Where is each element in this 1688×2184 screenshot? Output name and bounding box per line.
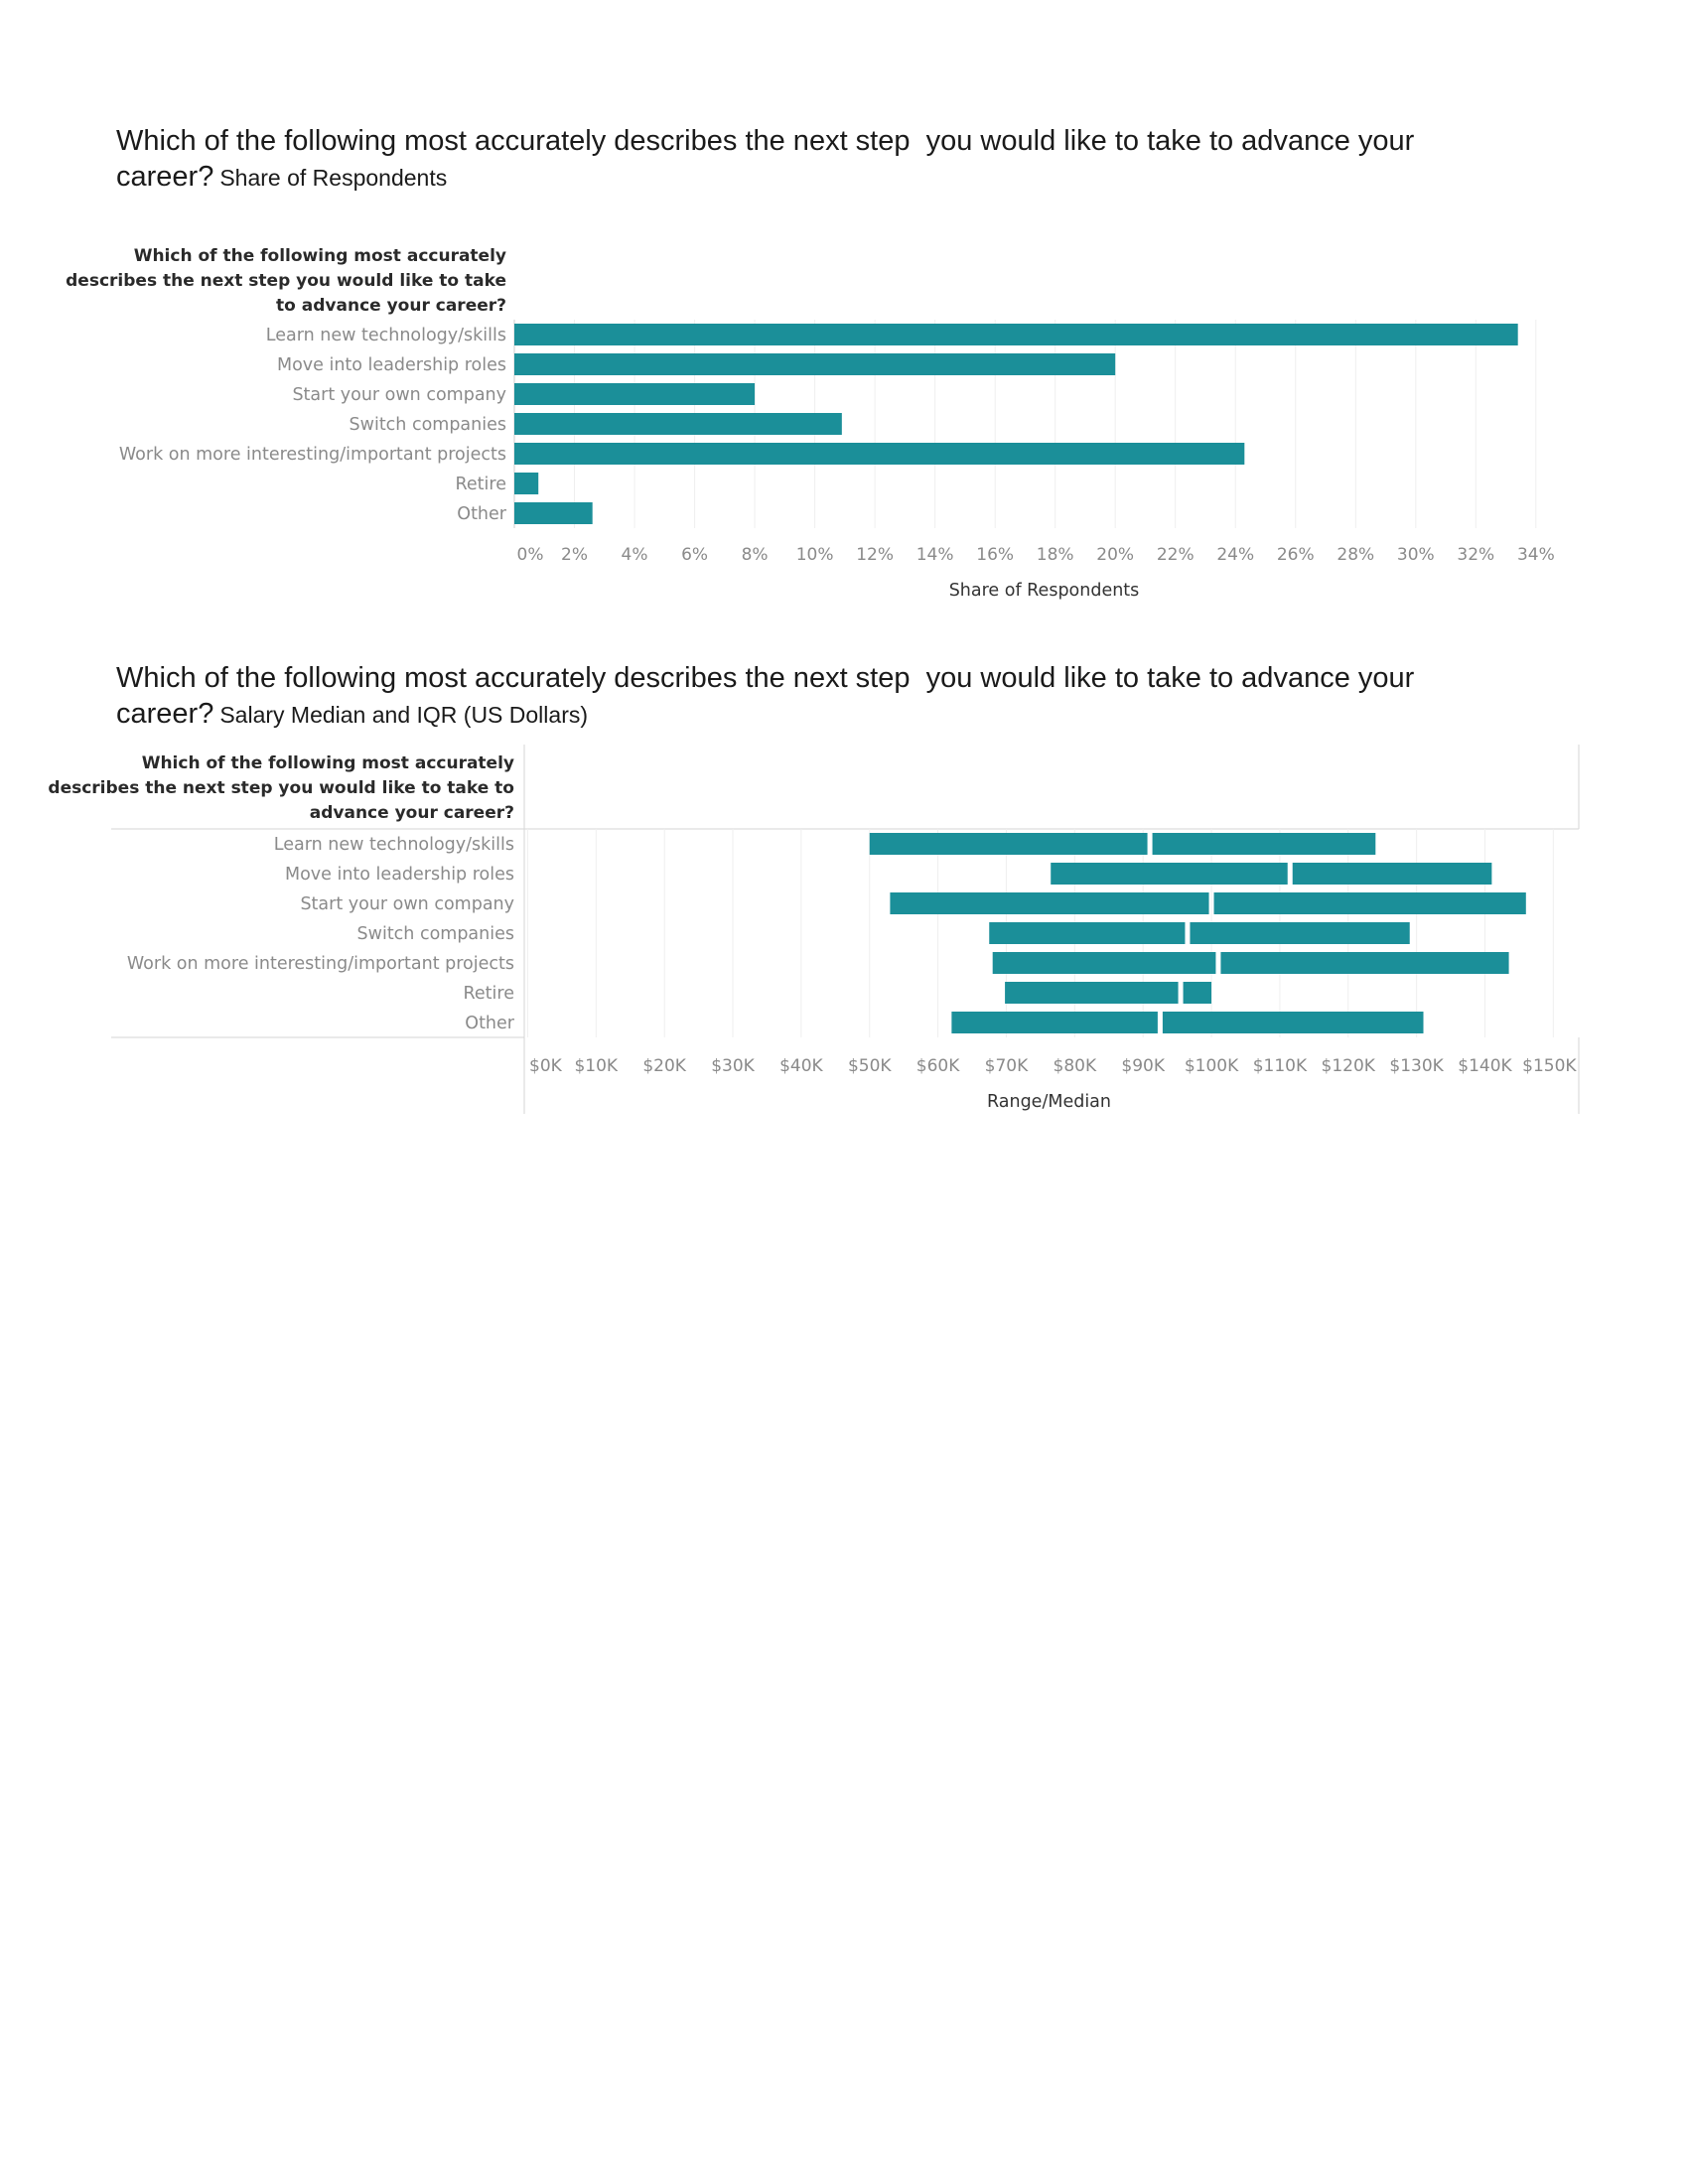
chart2-lower-iqr-bar [951,1012,1158,1033]
chart1-x-axis-title: Share of Respondents [949,581,1140,601]
chart1-tick-label: 4% [622,545,648,565]
chart1-tick-label: 34% [1517,545,1555,565]
chart2-lower-iqr-bar [989,922,1186,944]
chart1-tick-label: 20% [1096,545,1134,565]
chart2-title-block: Which of the following most accurately d… [116,660,1506,733]
chart2-upper-iqr-bar [1213,892,1526,914]
chart1-category-label: Switch companies [350,415,506,435]
chart2-tick-label: $30K [711,1056,755,1076]
chart2-tick-label: $70K [985,1056,1029,1076]
chart2-category-label: Other [465,1014,514,1033]
chart1-bar [514,353,1116,375]
chart1-title-line: Which of the following most accurately d… [116,123,1506,196]
chart1-title: Which of the following most accurately d… [116,125,1423,193]
chart2-tick-label: $40K [779,1056,823,1076]
chart1-category-label: Start your own company [292,385,506,405]
chart1-title-block: Which of the following most accurately d… [116,123,1506,196]
chart2-svg: Which of the following most accurately de… [48,745,1580,1114]
chart2-lower-iqr-bar [992,952,1216,974]
chart1-category-label: Other [457,504,506,524]
chart2-upper-iqr-bar [1152,833,1376,855]
chart1-tick-label: 2% [561,545,588,565]
chart1-tick-label: 14% [916,545,954,565]
chart1-bar [514,413,842,435]
chart1-category-label: Move into leadership roles [277,355,506,375]
chart1-tick-label: 16% [976,545,1014,565]
chart2-tick-label: $100K [1185,1056,1239,1076]
chart1-bar [514,443,1245,465]
chart1-subtitle: Share of Respondents [219,165,448,191]
chart2-tick-label: $20K [642,1056,686,1076]
chart1-tick-label: 24% [1216,545,1254,565]
chart2-tick-label: $150K [1522,1056,1577,1076]
chart1-tick-label: 22% [1157,545,1195,565]
chart2-category-label: Work on more interesting/important proje… [127,954,514,974]
chart2-tick-label: $140K [1458,1056,1512,1076]
chart2-category-label: Switch companies [357,924,514,944]
chart2-tick-label: $80K [1054,1056,1097,1076]
chart1-category-label: Retire [456,475,506,494]
chart1-bar [514,473,539,494]
chart2-upper-iqr-bar [1292,863,1492,885]
chart1-row-header-line: describes the next step you would like t… [66,271,506,291]
chart1-tick-label: 12% [856,545,894,565]
chart1-tick-label: 32% [1457,545,1494,565]
chart2-upper-iqr-bar [1162,1012,1424,1033]
chart1-category-label: Learn new technology/skills [266,326,506,345]
chart1-tick-label: 18% [1037,545,1074,565]
chart2-category-label: Move into leadership roles [285,865,514,885]
chart1-bar [514,324,1518,345]
chart1-tick-label: 26% [1277,545,1315,565]
chart1-category-label: Work on more interesting/important proje… [119,445,506,465]
chart2-tick-label: $0K [529,1056,563,1076]
chart1-tick-label: 28% [1336,545,1374,565]
chart1-bar [514,383,756,405]
chart2-upper-iqr-bar [1190,922,1410,944]
chart2-category-label: Retire [464,984,514,1004]
chart2-lower-iqr-bar [1005,982,1179,1004]
chart2-upper-iqr-bar [1220,952,1509,974]
chart1-tick-label: 0% [517,545,544,565]
chart1-svg: Which of the following most accurately de… [66,246,1555,601]
chart1-bar [514,502,593,524]
chart2-title: Which of the following most accurately d… [116,662,1423,730]
chart2-title-line: Which of the following most accurately d… [116,660,1506,733]
chart2-tick-label: $110K [1253,1056,1308,1076]
chart2-category-label: Learn new technology/skills [274,835,514,855]
chart2-tick-label: $10K [574,1056,618,1076]
chart2-lower-iqr-bar [869,833,1148,855]
chart2-tick-label: $130K [1389,1056,1444,1076]
chart2-lower-iqr-bar [1051,863,1288,885]
chart2-category-label: Start your own company [300,894,514,914]
chart2-x-axis-title: Range/Median [987,1092,1111,1112]
chart2-tick-label: $60K [916,1056,960,1076]
chart2-upper-iqr-bar [1183,982,1212,1004]
chart2-tick-label: $50K [848,1056,892,1076]
chart2-tick-label: $120K [1322,1056,1376,1076]
chart1-tick-label: 6% [681,545,708,565]
chart1-tick-label: 30% [1397,545,1435,565]
chart2-subtitle: Salary Median and IQR (US Dollars) [219,702,589,728]
chart2-tick-label: $90K [1121,1056,1165,1076]
chart2-row-header-line: describes the next step you would like t… [48,778,514,798]
chart1-row-header-line: to advance your career? [276,296,506,316]
chart2-row-header-line: Which of the following most accurately [142,753,514,773]
chart2-row-header-line: advance your career? [310,803,514,823]
chart2-lower-iqr-bar [890,892,1209,914]
chart1-tick-label: 10% [796,545,834,565]
chart1-row-header-line: Which of the following most accurately [134,246,506,266]
chart1-tick-label: 8% [742,545,769,565]
